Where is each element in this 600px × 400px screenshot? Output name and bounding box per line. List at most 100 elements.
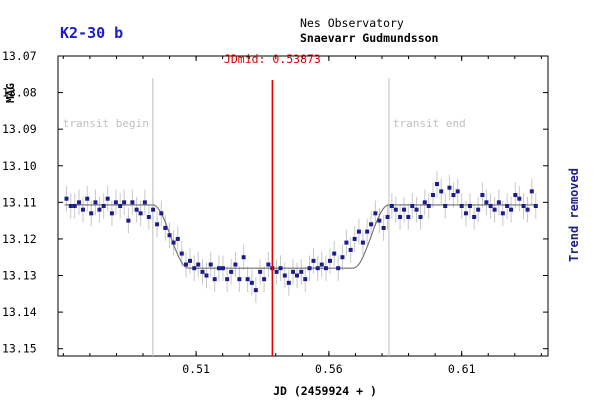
y-axis-label: MAG <box>4 83 17 103</box>
data-point <box>332 251 337 256</box>
data-point <box>381 225 386 230</box>
data-point <box>187 258 192 263</box>
data-point <box>258 269 263 274</box>
data-point <box>373 211 378 216</box>
data-point <box>146 214 151 219</box>
data-point <box>278 266 283 271</box>
data-point <box>529 189 534 194</box>
data-point <box>262 277 267 282</box>
data-point <box>525 207 530 212</box>
data-point <box>393 207 398 212</box>
data-point <box>105 196 110 201</box>
data-point <box>212 277 217 282</box>
observer-label: Snaevarr Gudmundsson <box>300 31 439 45</box>
y-tick-label: 13.10 <box>2 159 37 173</box>
data-point <box>163 225 168 230</box>
data-point <box>406 214 411 219</box>
data-point <box>521 204 526 208</box>
data-point <box>459 204 464 208</box>
jdmid-label: JDmid: 0.53873 <box>224 52 321 66</box>
data-point <box>200 269 205 274</box>
data-point <box>113 200 118 205</box>
data-point <box>472 214 477 219</box>
data-point <box>348 247 353 252</box>
data-point <box>340 255 345 260</box>
data-point <box>130 200 135 205</box>
y-tick-label: 13.15 <box>2 342 37 356</box>
data-point <box>76 200 81 205</box>
data-point <box>245 277 250 282</box>
y-tick-label: 13.07 <box>2 49 37 63</box>
data-point <box>323 266 328 271</box>
transit-end-label: transit end <box>393 117 466 130</box>
data-point <box>389 204 394 208</box>
data-point <box>80 207 85 212</box>
data-point <box>68 204 73 208</box>
data-point <box>171 240 176 245</box>
data-point <box>64 196 69 201</box>
data-point <box>142 200 147 205</box>
data-point <box>418 214 423 219</box>
data-point <box>455 189 460 194</box>
data-point <box>463 211 468 216</box>
data-point <box>274 269 279 274</box>
data-point <box>225 277 230 282</box>
data-point <box>500 211 505 216</box>
data-point <box>533 204 538 208</box>
data-point <box>513 193 518 198</box>
chart-title: K2-30 b <box>60 24 123 42</box>
data-point <box>426 204 431 208</box>
data-point <box>97 207 102 212</box>
data-point <box>134 207 139 212</box>
y-tick-label: 13.09 <box>2 122 37 136</box>
data-point <box>167 233 172 238</box>
data-point <box>216 266 221 271</box>
y-tick-label: 13.14 <box>2 305 37 319</box>
data-point <box>155 222 160 227</box>
data-point <box>385 214 390 219</box>
data-point <box>492 207 497 212</box>
data-point <box>505 204 510 208</box>
trend-removed-label: Trend removed <box>567 168 581 262</box>
y-tick-label: 13.12 <box>2 232 37 246</box>
data-point <box>447 185 452 190</box>
data-point <box>159 211 164 216</box>
data-point <box>356 229 361 234</box>
data-point <box>85 196 90 201</box>
data-point <box>299 269 304 274</box>
data-point <box>311 258 316 263</box>
x-axis-label: JD (2459924 + ) <box>273 384 377 398</box>
data-point <box>303 277 308 282</box>
data-point <box>241 255 246 260</box>
data-point <box>336 266 341 271</box>
data-point <box>410 204 415 208</box>
data-point <box>443 204 448 208</box>
data-point <box>476 207 481 212</box>
data-point <box>291 269 296 274</box>
data-point <box>315 266 320 271</box>
transit-begin-label: transit begin <box>63 117 149 130</box>
data-point <box>344 240 349 245</box>
data-point <box>496 200 501 205</box>
data-point <box>249 280 254 285</box>
data-point <box>484 200 489 205</box>
data-point <box>517 196 522 201</box>
y-tick-label: 13.13 <box>2 269 37 283</box>
data-point <box>220 266 225 271</box>
data-point <box>286 280 291 285</box>
data-point <box>192 266 197 271</box>
data-point <box>229 269 234 274</box>
data-point <box>414 207 419 212</box>
x-tick-label: 0.61 <box>448 362 476 376</box>
data-point <box>89 211 94 216</box>
y-tick-label: 13.08 <box>2 86 37 100</box>
data-point <box>488 204 493 208</box>
plot-frame <box>57 55 549 357</box>
data-point <box>196 262 201 267</box>
observatory-label: Nes Observatory <box>300 16 404 30</box>
data-point <box>352 236 357 241</box>
data-point <box>126 218 131 223</box>
data-point <box>327 258 332 263</box>
data-point <box>282 273 287 278</box>
